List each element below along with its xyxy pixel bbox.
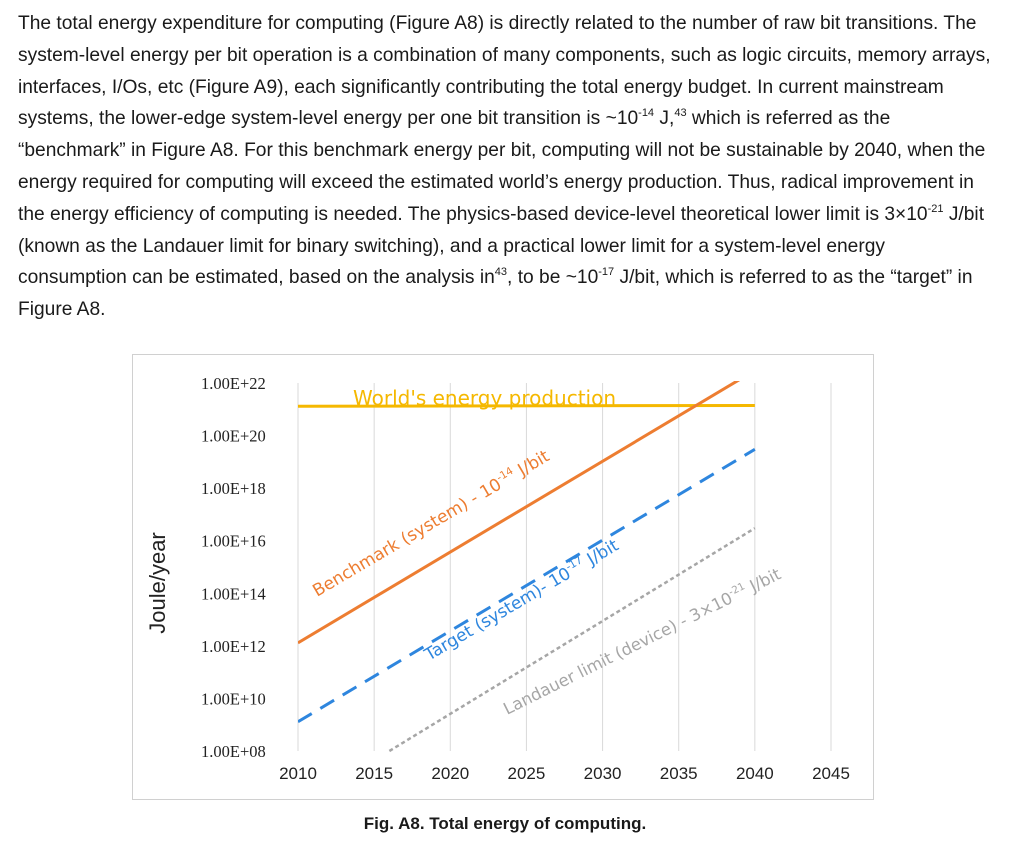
- series-label-1: Benchmark (system) - 10-14 J/bit: [309, 445, 554, 601]
- x-tick-label: 2015: [355, 764, 393, 783]
- y-axis-label: Joule/year: [145, 532, 170, 634]
- series-line-1: [298, 381, 741, 645]
- paragraph-text: J,: [654, 108, 675, 130]
- superscript: 43: [674, 107, 687, 120]
- figure-caption: Fig. A8. Total energy of computing.: [0, 814, 1010, 834]
- superscript: 43: [494, 266, 508, 279]
- series-label-text: Landauer limit (device) - 3×10: [500, 589, 735, 719]
- series-line-3: [388, 527, 756, 753]
- series-label-text: J/bit: [510, 446, 553, 483]
- energy-chart: 2010 2015 2020 2025 2030 2035 2040 2045 1.00E+08…: [145, 374, 850, 783]
- body-paragraph: The total energy expenditure for computi…: [18, 8, 998, 326]
- series-label-0: World's energy production: [353, 386, 616, 410]
- y-tick-label: 1.00E+12: [201, 637, 266, 656]
- paragraph-text: J/bit, which is referred to as the “targ…: [18, 267, 973, 321]
- series-label-text: Target (system)- 10: [421, 564, 575, 666]
- superscript: -14: [638, 107, 655, 120]
- x-tick-label: 2035: [660, 764, 698, 783]
- series-label-text: World's energy production: [353, 386, 616, 410]
- y-tick-label: 1.00E+18: [201, 479, 266, 498]
- y-tick-label: 1.00E+10: [201, 689, 266, 708]
- y-tick-label: 1.00E+08: [201, 742, 266, 761]
- y-tick-label: 1.00E+16: [201, 532, 266, 551]
- x-tick-label: 2025: [508, 764, 546, 783]
- y-tick-label: 1.00E+14: [201, 584, 266, 603]
- y-tick-label: 1.00E+22: [201, 374, 266, 393]
- superscript: -21: [927, 202, 944, 215]
- y-tick-label: 1.00E+20: [201, 427, 266, 446]
- x-tick-label: 2020: [431, 764, 469, 783]
- x-tick-label: 2045: [812, 764, 850, 783]
- x-tick-label: 2040: [736, 764, 774, 783]
- paragraph-text: The total energy expenditure for computi…: [18, 13, 991, 130]
- caption-text: Fig. A8. Total energy of computing.: [363, 814, 647, 833]
- x-tick-label: 2010: [279, 764, 317, 783]
- series-line-0: [298, 403, 755, 408]
- paragraph-text: , to be ~10: [507, 267, 599, 289]
- series-label-text: J/bit: [742, 564, 784, 598]
- paragraph-text: J/bit (known as the Landauer limit for b…: [18, 203, 985, 289]
- series-line-2: [298, 448, 756, 724]
- x-tick-label: 2030: [584, 764, 622, 783]
- paragraph-text: which is referred as the “benchmark” in …: [18, 108, 986, 225]
- chart-frame: 2010 2015 2020 2025 2030 2035 2040 2045 1.00E+08…: [132, 354, 874, 800]
- superscript: -17: [598, 266, 615, 279]
